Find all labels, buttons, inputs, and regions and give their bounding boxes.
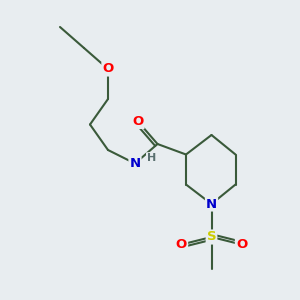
Text: O: O <box>176 238 187 251</box>
Text: O: O <box>132 115 144 128</box>
Text: O: O <box>102 62 114 76</box>
Text: N: N <box>129 157 141 170</box>
Text: H: H <box>147 153 156 163</box>
Text: N: N <box>206 197 217 211</box>
Text: S: S <box>207 230 216 244</box>
Text: O: O <box>236 238 247 251</box>
